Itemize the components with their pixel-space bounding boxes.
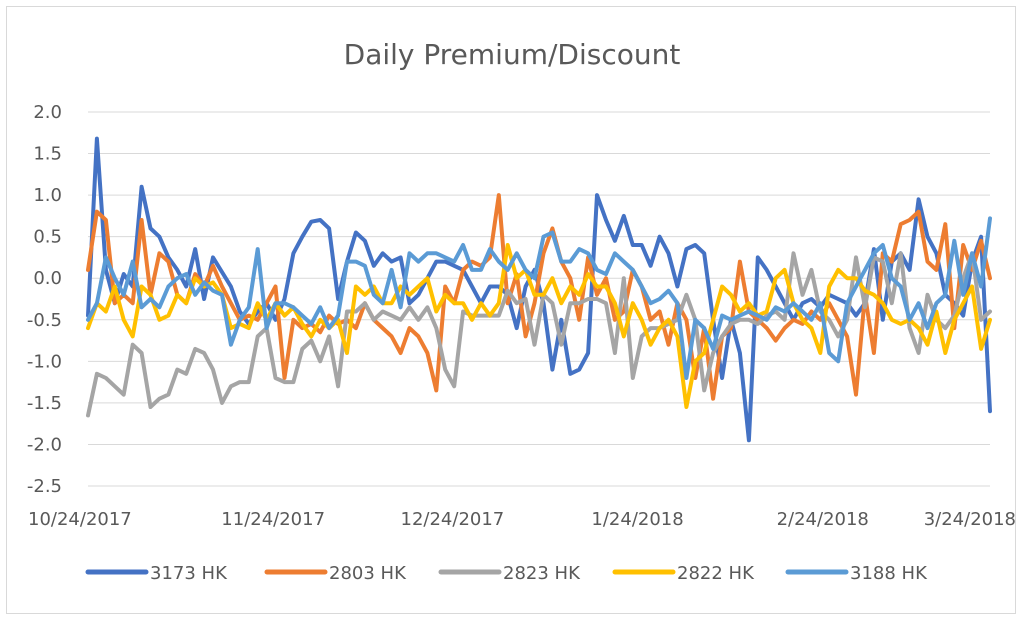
y-tick-label: -2.5: [27, 476, 62, 497]
x-tick-label: 2/24/2018: [777, 509, 869, 530]
legend-label: 2823 HK: [503, 563, 581, 584]
y-tick-label: -1.0: [27, 351, 62, 372]
legend-label: 2822 HK: [677, 563, 755, 584]
y-tick-label: -0.5: [27, 310, 62, 331]
y-tick-label: 1.0: [33, 185, 62, 206]
legend-label: 3173 HK: [150, 563, 228, 584]
series-line-3188-hk: [86, 216, 992, 380]
series-lines: [86, 136, 992, 443]
y-tick-label: 0.5: [33, 227, 62, 248]
legend: 3173 HK 2803 HK 2823 HK 2822 HK 3188 HK: [85, 563, 928, 584]
x-tick-label: 12/24/2017: [401, 509, 505, 530]
x-tick-label: 10/24/2017: [28, 509, 132, 530]
series-line-2823-hk: [86, 251, 992, 418]
legend-label: 2803 HK: [329, 563, 407, 584]
y-tick-label: 1.5: [33, 144, 62, 165]
x-tick-label: 1/24/2018: [591, 509, 683, 530]
y-tick-label: 2.0: [33, 102, 62, 123]
chart-title: Daily Premium/Discount: [344, 38, 681, 71]
y-tick-label: -1.5: [27, 393, 62, 414]
y-axis-ticks: 2.0 1.5 1.0 0.5 0.0 -0.5 -1.0 -1.5 -2.0 -2.5: [27, 102, 62, 497]
series-line-2803-hk: [86, 193, 992, 401]
y-tick-label: -2.0: [27, 434, 62, 455]
x-tick-label: 11/24/2017: [221, 509, 325, 530]
x-axis-ticks: 10/24/2017 11/24/2017 12/24/2017 1/24/2018 2…: [28, 509, 1016, 530]
x-tick-label: 3/24/2018: [924, 509, 1016, 530]
legend-label: 3188 HK: [850, 563, 928, 584]
y-tick-label: 0.0: [33, 268, 62, 289]
